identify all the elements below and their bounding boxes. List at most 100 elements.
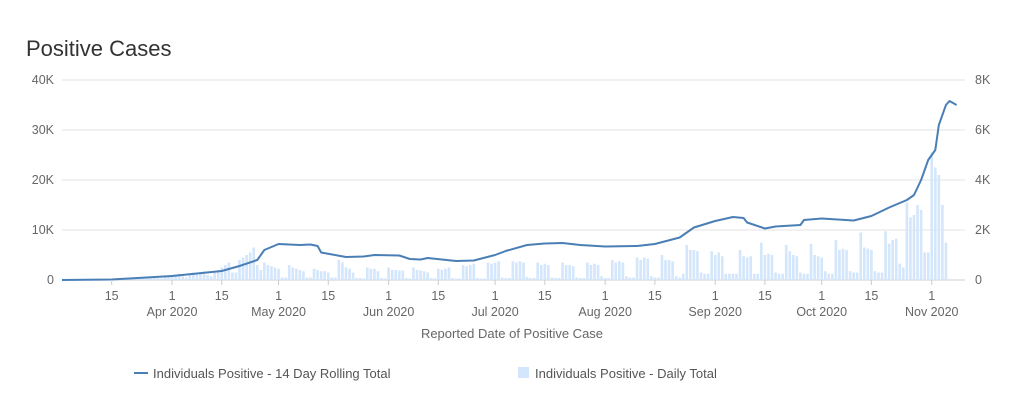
daily-total-bar: [635, 257, 639, 280]
daily-total-bar: [689, 250, 692, 280]
daily-total-bar: [909, 217, 912, 280]
daily-total-bar: [408, 278, 412, 280]
daily-total-bar: [767, 253, 770, 280]
daily-total-bar: [745, 257, 749, 280]
x-tick-label: 15: [105, 289, 119, 303]
daily-total-bar: [380, 278, 383, 280]
daily-total-bar: [827, 273, 831, 280]
daily-total-bar: [941, 205, 944, 280]
daily-total-bar: [642, 257, 646, 280]
daily-total-bar: [174, 274, 177, 280]
daily-total-bar: [671, 261, 674, 280]
daily-total-bar: [241, 257, 245, 280]
x-tick-label: 15: [431, 289, 445, 303]
daily-total-bar: [397, 270, 401, 280]
daily-total-bar: [845, 250, 848, 280]
daily-total-bar: [295, 268, 298, 280]
daily-total-bar: [394, 270, 397, 280]
x-tick-label: 15: [864, 289, 878, 303]
daily-total-bar: [312, 268, 316, 280]
daily-total-bar: [820, 257, 823, 280]
daily-total-bar: [458, 278, 461, 280]
daily-total-bar: [710, 251, 713, 280]
daily-total-bar: [234, 272, 238, 280]
daily-total-bar: [852, 272, 855, 280]
daily-total-bar: [564, 265, 568, 280]
daily-total-bar: [859, 232, 863, 280]
daily-total-bar: [334, 277, 337, 280]
daily-total-bar: [145, 277, 149, 280]
daily-total-bar: [486, 262, 490, 280]
daily-total-bar: [454, 278, 458, 280]
daily-total-bar: [493, 262, 497, 280]
daily-total-bar: [142, 277, 145, 280]
daily-total-bar: [926, 252, 930, 280]
daily-total-bar: [674, 276, 678, 280]
daily-total-bar: [170, 275, 174, 280]
x-tick-label: 1: [492, 289, 499, 303]
legend-bar-swatch: [518, 367, 529, 378]
daily-total-bar: [610, 260, 614, 280]
daily-total-bar: [756, 273, 760, 280]
daily-total-bar: [607, 278, 610, 280]
daily-total-bar: [490, 263, 493, 280]
daily-total-bar: [245, 255, 248, 280]
daily-total-bar: [618, 261, 621, 280]
y-right-tick-label: 2K: [975, 223, 991, 237]
daily-total-bar: [444, 268, 447, 280]
daily-total-bar: [887, 243, 891, 280]
daily-total-bar: [721, 256, 724, 280]
daily-total-bar: [326, 272, 330, 280]
daily-total-bar: [216, 270, 220, 280]
daily-total-bar: [692, 250, 696, 280]
daily-total-bar: [905, 202, 909, 280]
daily-total-bar: [724, 273, 728, 280]
daily-total-bar: [401, 270, 405, 280]
x-tick-month-label: Oct 2020: [796, 305, 847, 319]
daily-total-bar: [138, 278, 142, 280]
daily-total-bar: [685, 245, 689, 280]
y-left-tick-label: 20K: [32, 173, 55, 187]
daily-total-bar: [302, 271, 305, 280]
daily-total-bar: [625, 276, 628, 280]
daily-total-bar: [305, 277, 309, 280]
daily-total-bar: [426, 272, 429, 280]
x-tick-label: 1: [602, 289, 609, 303]
daily-total-bar: [593, 263, 596, 280]
y-right-tick-label: 0: [975, 273, 982, 287]
daily-total-bar: [468, 265, 472, 280]
daily-total-bar: [298, 270, 302, 280]
daily-total-bar: [273, 267, 277, 280]
daily-total-bar: [252, 247, 255, 280]
daily-total-bar: [209, 276, 213, 280]
daily-total-bar: [894, 238, 898, 280]
daily-total-bar: [337, 260, 341, 280]
daily-total-bar: [248, 252, 252, 280]
daily-total-bar: [841, 248, 845, 280]
daily-total-bar: [713, 255, 717, 280]
daily-total-bar: [621, 262, 625, 280]
legend-item-rolling-total[interactable]: Individuals Positive - 14 Day Rolling To…: [134, 366, 391, 381]
x-tick-month-label: Sep 2020: [688, 305, 742, 319]
daily-total-bar: [586, 262, 589, 280]
daily-total-bar: [316, 270, 319, 280]
daily-total-bar: [405, 278, 408, 280]
x-tick-label: 1: [928, 289, 935, 303]
rolling-total-line: [61, 100, 958, 281]
daily-total-bar: [472, 263, 476, 280]
daily-total-bar: [934, 167, 937, 280]
daily-total-bar: [582, 278, 586, 280]
daily-total-bar: [419, 270, 422, 280]
daily-total-bar: [309, 277, 312, 280]
daily-total-bar: [440, 270, 444, 280]
daily-total-bar: [500, 277, 504, 280]
daily-total-bar: [681, 273, 685, 280]
daily-total-bar: [930, 152, 934, 280]
legend-item-daily-total[interactable]: Individuals Positive - Daily Total: [518, 366, 717, 381]
daily-total-bar: [653, 277, 657, 280]
x-tick-month-label: Jun 2020: [363, 305, 414, 319]
daily-total-bar: [149, 277, 153, 280]
daily-total-bar: [280, 277, 284, 280]
daily-total-bar: [589, 265, 593, 280]
